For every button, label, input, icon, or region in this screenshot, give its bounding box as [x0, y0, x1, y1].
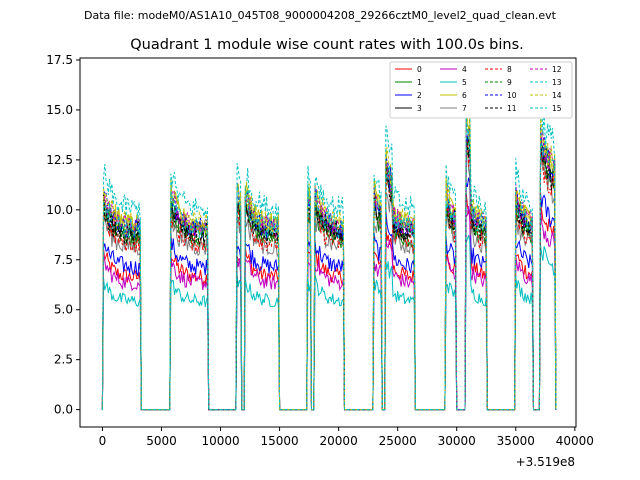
x-tick-label: 40000: [556, 434, 594, 448]
x-tick-label: 5000: [146, 434, 177, 448]
series-line-14: [101, 94, 557, 411]
x-tick-label: 35000: [497, 434, 535, 448]
x-tick-label: 15000: [260, 434, 298, 448]
legend-label-7: 7: [462, 104, 467, 113]
x-tick-label: 20000: [320, 434, 358, 448]
legend-label-4: 4: [462, 65, 467, 74]
legend-label-14: 14: [552, 91, 562, 100]
plot-area-frame: [79, 57, 577, 428]
chart-title: Quadrant 1 module wise count rates with …: [130, 37, 524, 53]
legend-label-12: 12: [552, 65, 562, 74]
series-line-4: [101, 205, 557, 411]
legend-label-8: 8: [507, 65, 512, 74]
x-axis-offset-label: +3.519e8: [516, 455, 575, 469]
y-tick-label: 10.0: [46, 203, 73, 217]
y-tick-label: 2.5: [54, 353, 73, 367]
series-line-15: [101, 114, 557, 411]
legend-label-13: 13: [552, 78, 562, 87]
series-line-12: [101, 101, 557, 411]
legend-label-1: 1: [417, 78, 422, 87]
legend-label-3: 3: [417, 104, 422, 113]
y-tick-label: 7.5: [54, 253, 73, 267]
x-tick-label: 0: [99, 434, 107, 448]
legend-label-11: 11: [507, 104, 517, 113]
series-line-2: [101, 177, 557, 411]
legend-label-6: 6: [462, 91, 467, 100]
chart-supertitle: Data file: modeM0/AS1A10_045T08_90000042…: [84, 9, 557, 22]
legend-label-10: 10: [507, 91, 517, 100]
series-line-9: [101, 135, 557, 411]
y-tick-label: 17.5: [46, 53, 73, 67]
legend-box: [389, 61, 573, 119]
x-tick-label: 10000: [201, 434, 239, 448]
y-tick-label: 0.0: [54, 403, 73, 417]
legend-label-5: 5: [462, 78, 467, 87]
legend-label-9: 9: [507, 78, 512, 87]
y-tick-label: 15.0: [46, 103, 73, 117]
x-tick-label: 25000: [379, 434, 417, 448]
legend-label-0: 0: [417, 65, 422, 74]
series-line-10: [101, 125, 557, 411]
series-line-13: [101, 94, 557, 411]
y-tick-label: 12.5: [46, 153, 73, 167]
x-tick-label: 30000: [438, 434, 476, 448]
legend-label-15: 15: [552, 104, 562, 113]
y-tick-label: 5.0: [54, 303, 73, 317]
series-line-5: [101, 234, 557, 411]
legend-label-2: 2: [417, 91, 422, 100]
